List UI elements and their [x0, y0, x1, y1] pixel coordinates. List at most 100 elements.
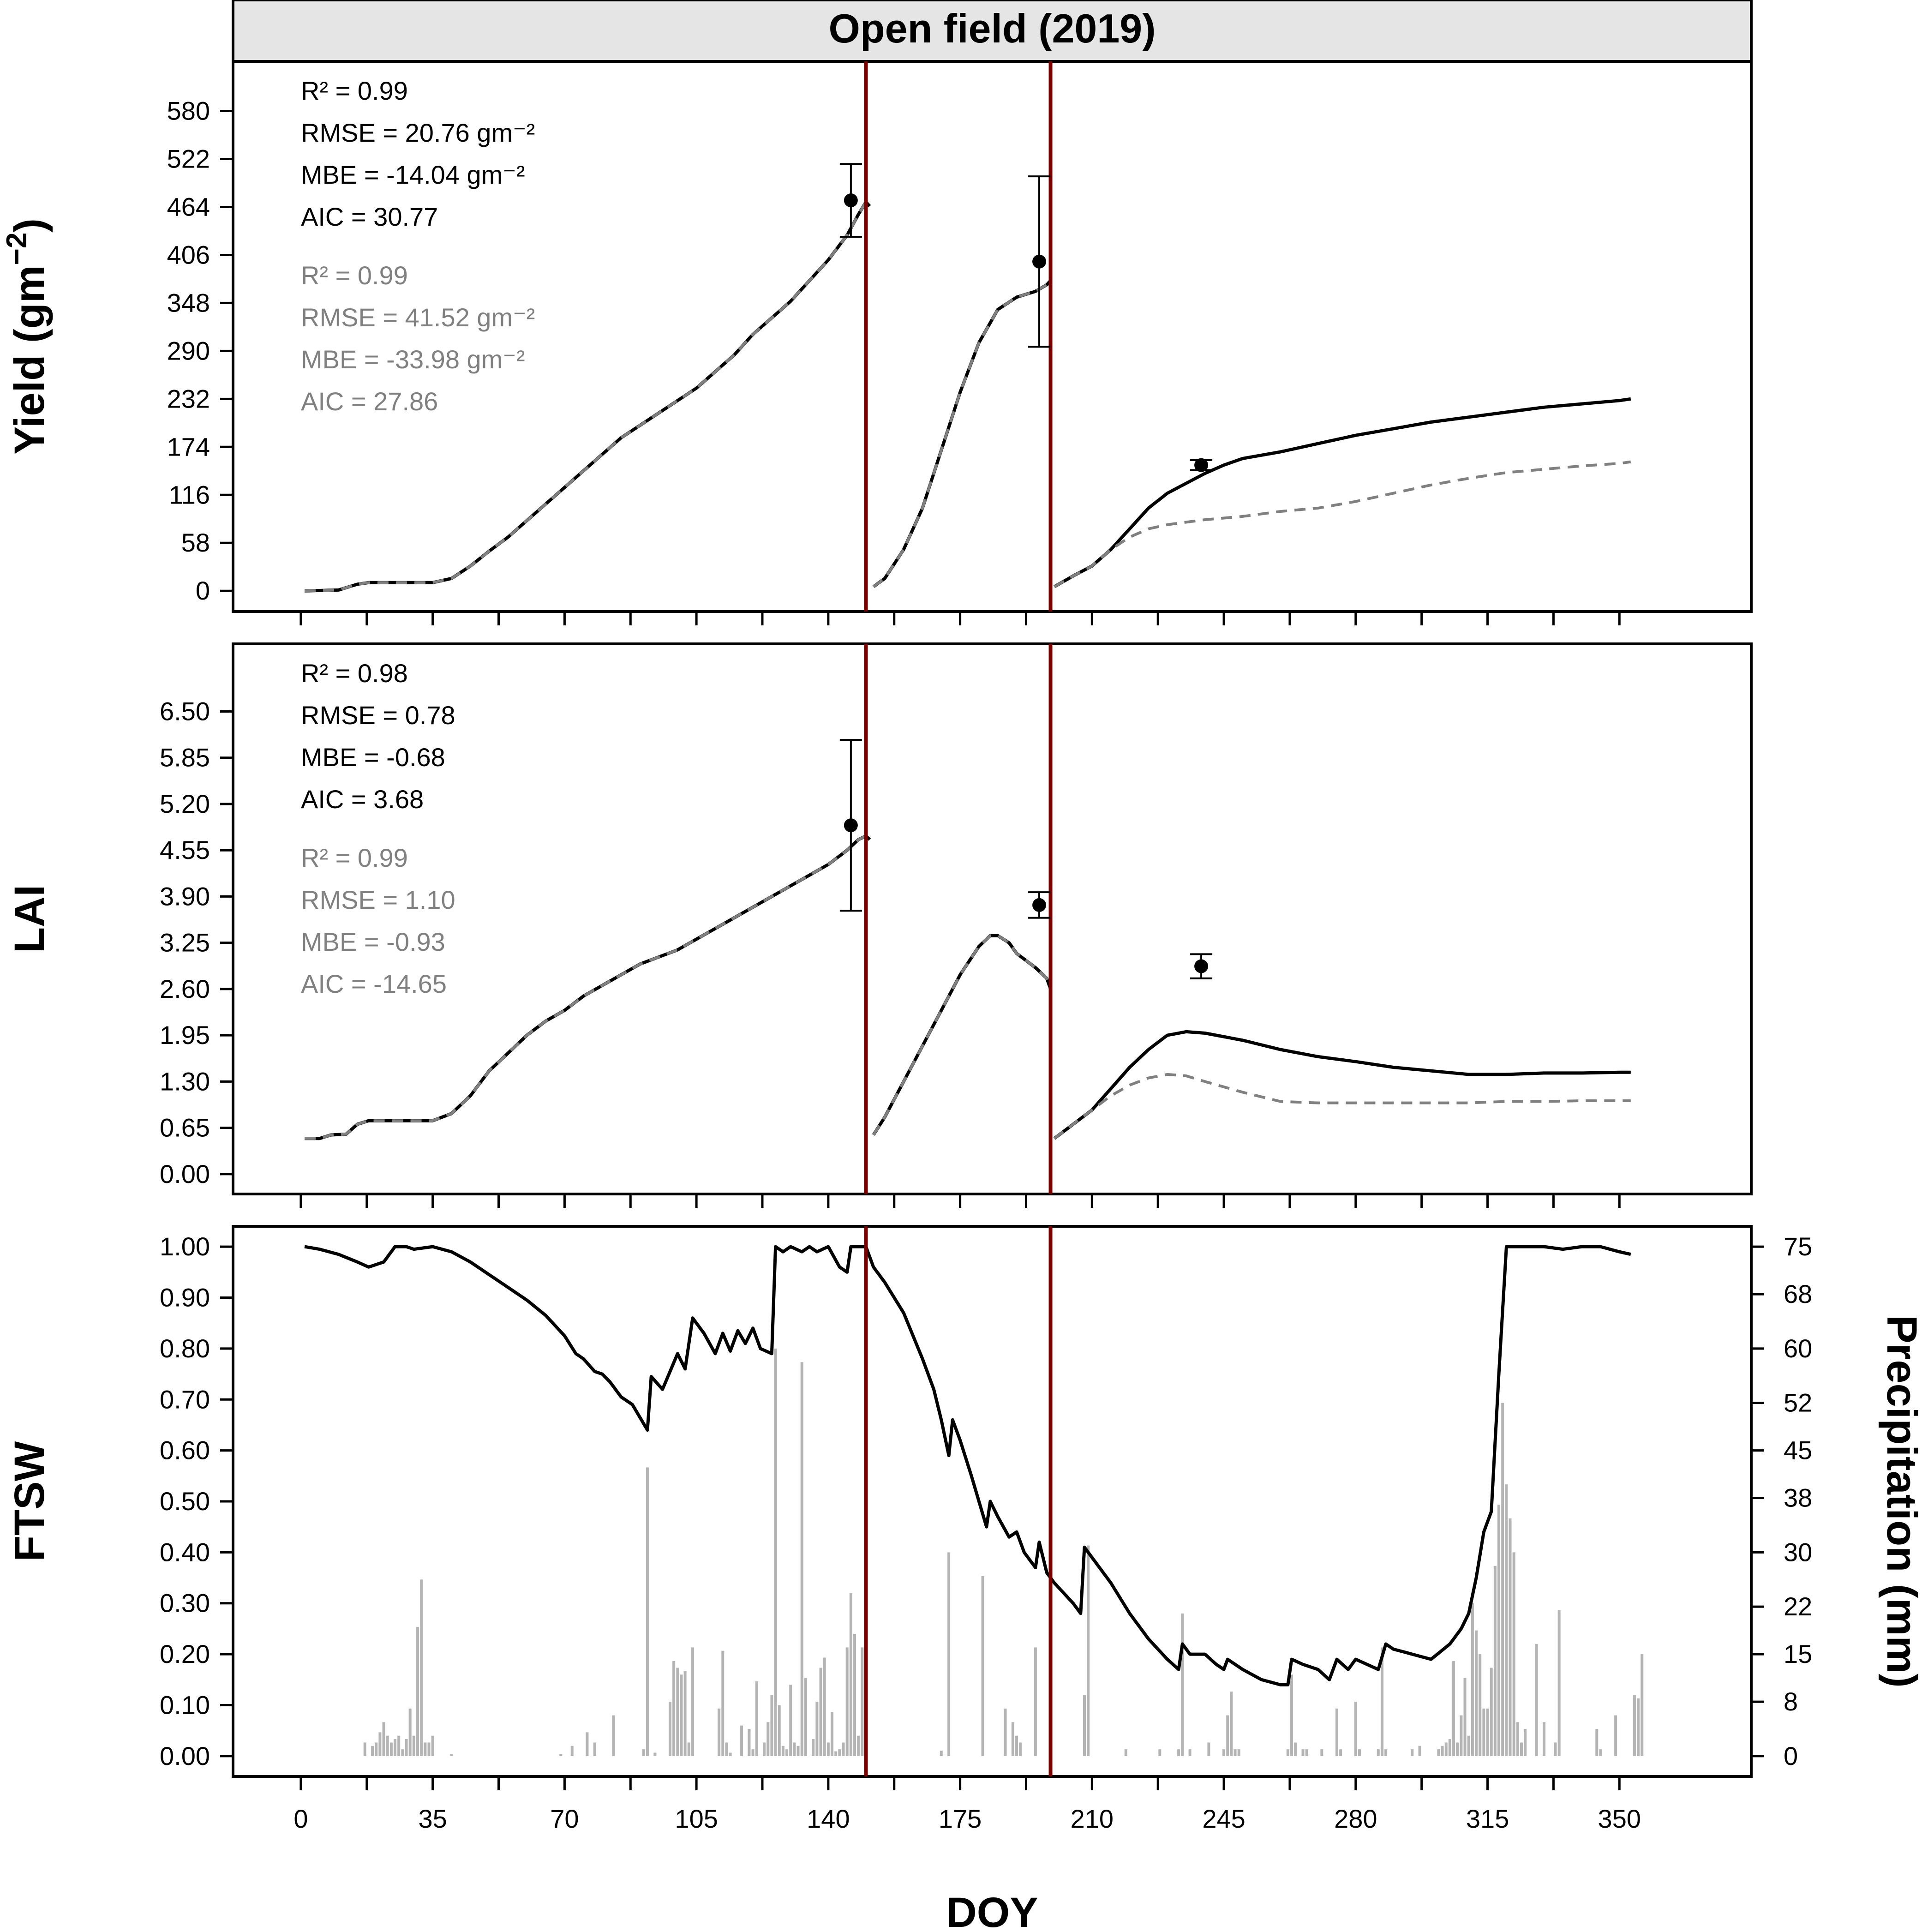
- precipitation-bar: [1542, 1722, 1545, 1756]
- precipitation-bar: [1354, 1702, 1357, 1756]
- precipitation-bar: [1501, 1403, 1504, 1756]
- lai-y-tick-label: 2.60: [160, 974, 210, 1003]
- precipitation-bar: [819, 1668, 822, 1756]
- precipitation-bar: [1475, 1630, 1478, 1756]
- precipitation-bar: [653, 1752, 657, 1756]
- precipitation-bar: [1034, 1647, 1037, 1756]
- strip-header: Open field (2019): [232, 0, 1753, 63]
- precipitation-bar: [450, 1754, 453, 1756]
- precipitation-bar: [1497, 1505, 1501, 1756]
- yield-y-tick-label: 522: [167, 144, 210, 174]
- precipitation-bar: [375, 1742, 378, 1756]
- yield-stat-rmse-grey: RMSE = 41.52 gm⁻²: [301, 303, 535, 332]
- lai-stat-mbe-grey: MBE = -0.93: [301, 927, 445, 956]
- precipitation-bar: [1633, 1695, 1636, 1756]
- precipitation-bar: [408, 1708, 412, 1756]
- ftsw-y-tick-label: 0.50: [160, 1487, 210, 1516]
- precipitation-bar: [1158, 1749, 1162, 1756]
- precipitation-bar: [1505, 1484, 1508, 1756]
- lai-stat-rmse-grey: RMSE = 1.10: [301, 885, 455, 914]
- precipitation-bar: [672, 1661, 676, 1756]
- lai-panel-frame: [232, 642, 1753, 1195]
- precipitation-bar: [397, 1735, 401, 1756]
- precipitation-bar: [831, 1712, 834, 1756]
- precipitation-bar: [785, 1749, 789, 1756]
- precipitation-bar: [1482, 1708, 1485, 1756]
- precipitation-bar: [642, 1749, 645, 1756]
- precipitation-bar: [593, 1742, 596, 1756]
- ftsw-y-tick-label: 0.00: [160, 1741, 210, 1770]
- precipitation-bar: [1437, 1749, 1440, 1756]
- precipitation-bar: [1207, 1742, 1210, 1756]
- precipitation-bar: [1456, 1742, 1459, 1756]
- lai-y-tick-label: 1.30: [160, 1067, 210, 1096]
- precipitation-bar: [559, 1754, 563, 1756]
- strip-background: [232, 0, 1753, 63]
- lai-y-tick-label: 6.50: [160, 696, 210, 726]
- precipitation-bar: [1509, 1518, 1512, 1756]
- yield-y-tick-label: 0: [196, 576, 210, 605]
- precipitation-bar: [1377, 1749, 1380, 1756]
- precipitation-bar: [1384, 1749, 1388, 1756]
- precipitation-bar: [834, 1751, 838, 1756]
- precipitation-bar: [386, 1735, 389, 1756]
- precipitation-bar: [1019, 1742, 1022, 1756]
- yield-axis-title-exponent: −2: [1, 233, 33, 265]
- precipitation-bar: [1490, 1668, 1493, 1756]
- precipitation-y-tick-label: 22: [1784, 1592, 1812, 1621]
- precipitation-bar: [815, 1702, 819, 1756]
- precipitation-bar: [1177, 1749, 1180, 1756]
- precipitation-bar: [721, 1650, 724, 1756]
- precipitation-bar: [947, 1552, 951, 1756]
- precipitation-bars: [363, 1348, 1644, 1756]
- ftsw-y-tick-label: 0.40: [160, 1537, 210, 1566]
- precipitation-bar: [1358, 1749, 1361, 1756]
- precipitation-bar: [718, 1708, 721, 1756]
- precipitation-bar: [1411, 1749, 1414, 1756]
- ftsw-solid-line: [304, 1245, 1631, 1686]
- yield-solid-line: [1053, 397, 1631, 588]
- precipitation-bar: [781, 1746, 784, 1756]
- x-axis-title: DOY: [946, 1889, 1038, 1932]
- precipitation-bar: [861, 1647, 864, 1756]
- precipitation-bar: [853, 1633, 856, 1756]
- ftsw-y-tick-label: 0.10: [160, 1690, 210, 1719]
- precipitation-bar: [676, 1668, 679, 1756]
- yield-stat-mbe-grey: MBE = -33.98 gm⁻²: [301, 345, 525, 374]
- precipitation-bar: [427, 1742, 431, 1756]
- precipitation-bar: [1493, 1566, 1497, 1756]
- yield-y-tick-label: 232: [167, 384, 210, 413]
- precipitation-bar: [981, 1576, 984, 1756]
- lai-stat-rmse-black: RMSE = 0.78: [301, 701, 455, 730]
- precipitation-bar: [668, 1702, 671, 1756]
- x-tick-label: 315: [1466, 1804, 1509, 1833]
- yield-stat-aic-grey: AIC = 27.86: [301, 387, 438, 416]
- lai-solid-line: [1053, 1030, 1631, 1140]
- precipitation-bar: [1124, 1749, 1127, 1756]
- ftsw-y-tick-label: 0.30: [160, 1589, 210, 1618]
- precipitation-y-tick-label: 45: [1784, 1436, 1812, 1465]
- precipitation-bar: [845, 1647, 849, 1756]
- precipitation-bar: [401, 1749, 404, 1756]
- precipitation-bar: [1188, 1749, 1192, 1756]
- precipitation-bar: [1516, 1722, 1519, 1756]
- lai-solid-line: [872, 934, 1052, 1136]
- precipitation-bar: [586, 1732, 589, 1756]
- precipitation-bar: [812, 1739, 815, 1756]
- precipitation-bar: [424, 1742, 427, 1756]
- yield-stats: R² = 0.99 RMSE = 20.76 gm⁻² MBE = -14.04…: [301, 76, 535, 416]
- yield-axis-title-close: ): [6, 218, 53, 233]
- yield-stat-r2-black: R² = 0.99: [301, 76, 408, 105]
- axes: 0 58 116 174 232 290 348 406 464 522 580 0.00 0.65 1.…: [160, 96, 1812, 1833]
- precipitation-bar: [1004, 1708, 1007, 1756]
- harvest-lines: [864, 61, 1053, 1776]
- ftsw-y-tick-label: 0.20: [160, 1639, 210, 1668]
- x-tick-label: 280: [1334, 1804, 1377, 1833]
- precipitation-bar: [751, 1749, 754, 1756]
- x-tick-label: 140: [807, 1804, 850, 1833]
- model-lines: [304, 200, 1631, 1686]
- precipitation-bar: [770, 1695, 773, 1756]
- precipitation-y-tick-label: 8: [1784, 1687, 1798, 1716]
- lai-y-tick-label: 0.65: [160, 1113, 210, 1142]
- precipitation-bar: [1460, 1715, 1463, 1756]
